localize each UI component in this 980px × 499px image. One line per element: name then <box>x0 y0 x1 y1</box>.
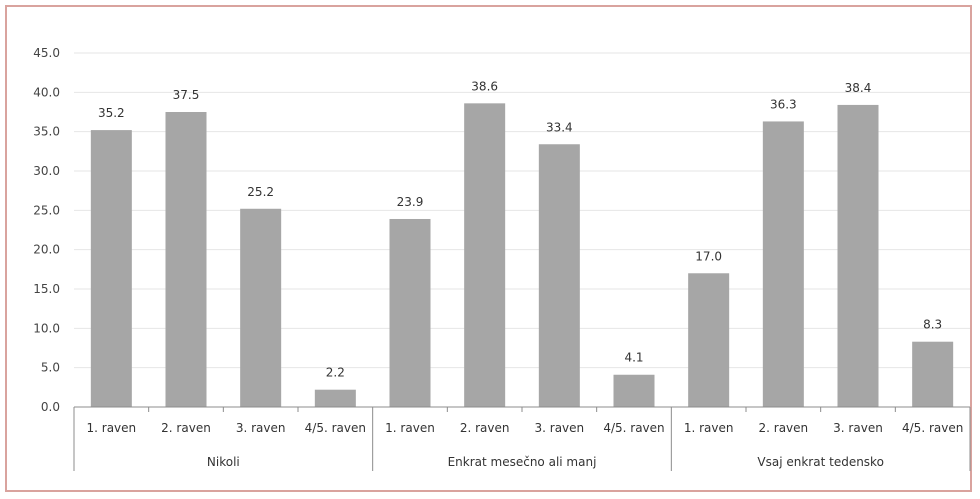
y-tick-label: 30.0 <box>33 164 60 178</box>
category-label: 3. raven <box>535 421 585 435</box>
data-label: 25.2 <box>247 185 274 199</box>
bar <box>90 130 132 408</box>
bar <box>464 103 506 407</box>
group-label: Vsaj enkrat tedensko <box>757 455 884 469</box>
bar <box>165 112 207 407</box>
y-tick-label: 0.0 <box>41 400 60 414</box>
data-label: 38.4 <box>845 81 872 95</box>
category-label: 3. raven <box>236 421 286 435</box>
y-tick-label: 35.0 <box>33 125 60 139</box>
y-tick-label: 45.0 <box>33 46 60 60</box>
bar <box>389 218 431 407</box>
data-label: 33.4 <box>546 120 573 134</box>
data-label: 35.2 <box>98 106 125 120</box>
data-label: 4.1 <box>624 351 643 365</box>
bar <box>240 208 282 407</box>
category-label: 1. raven <box>385 421 435 435</box>
group-label: Enkrat mesečno ali manj <box>448 455 597 469</box>
group-label: Nikoli <box>207 455 240 469</box>
y-tick-label: 5.0 <box>41 361 60 375</box>
bar <box>314 389 356 407</box>
bar <box>538 144 580 407</box>
bar <box>762 121 804 407</box>
category-label: 2. raven <box>460 421 510 435</box>
y-tick-label: 20.0 <box>33 243 60 257</box>
y-tick-label: 10.0 <box>33 321 60 335</box>
data-label: 38.6 <box>471 79 498 93</box>
data-label: 23.9 <box>397 195 424 209</box>
category-label: 4/5. raven <box>305 421 366 435</box>
data-label: 17.0 <box>695 249 722 263</box>
y-tick-label: 40.0 <box>33 85 60 99</box>
data-label: 37.5 <box>173 88 200 102</box>
category-label: 1. raven <box>684 421 734 435</box>
category-label: 3. raven <box>833 421 883 435</box>
data-label: 8.3 <box>923 318 942 332</box>
category-label: 4/5. raven <box>603 421 664 435</box>
data-label: 2.2 <box>326 366 345 380</box>
y-tick-label: 15.0 <box>33 282 60 296</box>
category-label: 1. raven <box>87 421 137 435</box>
y-tick-label: 25.0 <box>33 203 60 217</box>
bar <box>688 273 730 407</box>
category-label: 4/5. raven <box>902 421 963 435</box>
category-label: 2. raven <box>759 421 809 435</box>
bar <box>912 341 954 407</box>
data-label: 36.3 <box>770 97 797 111</box>
category-label: 2. raven <box>161 421 211 435</box>
bar <box>613 374 655 407</box>
bar <box>837 104 879 408</box>
